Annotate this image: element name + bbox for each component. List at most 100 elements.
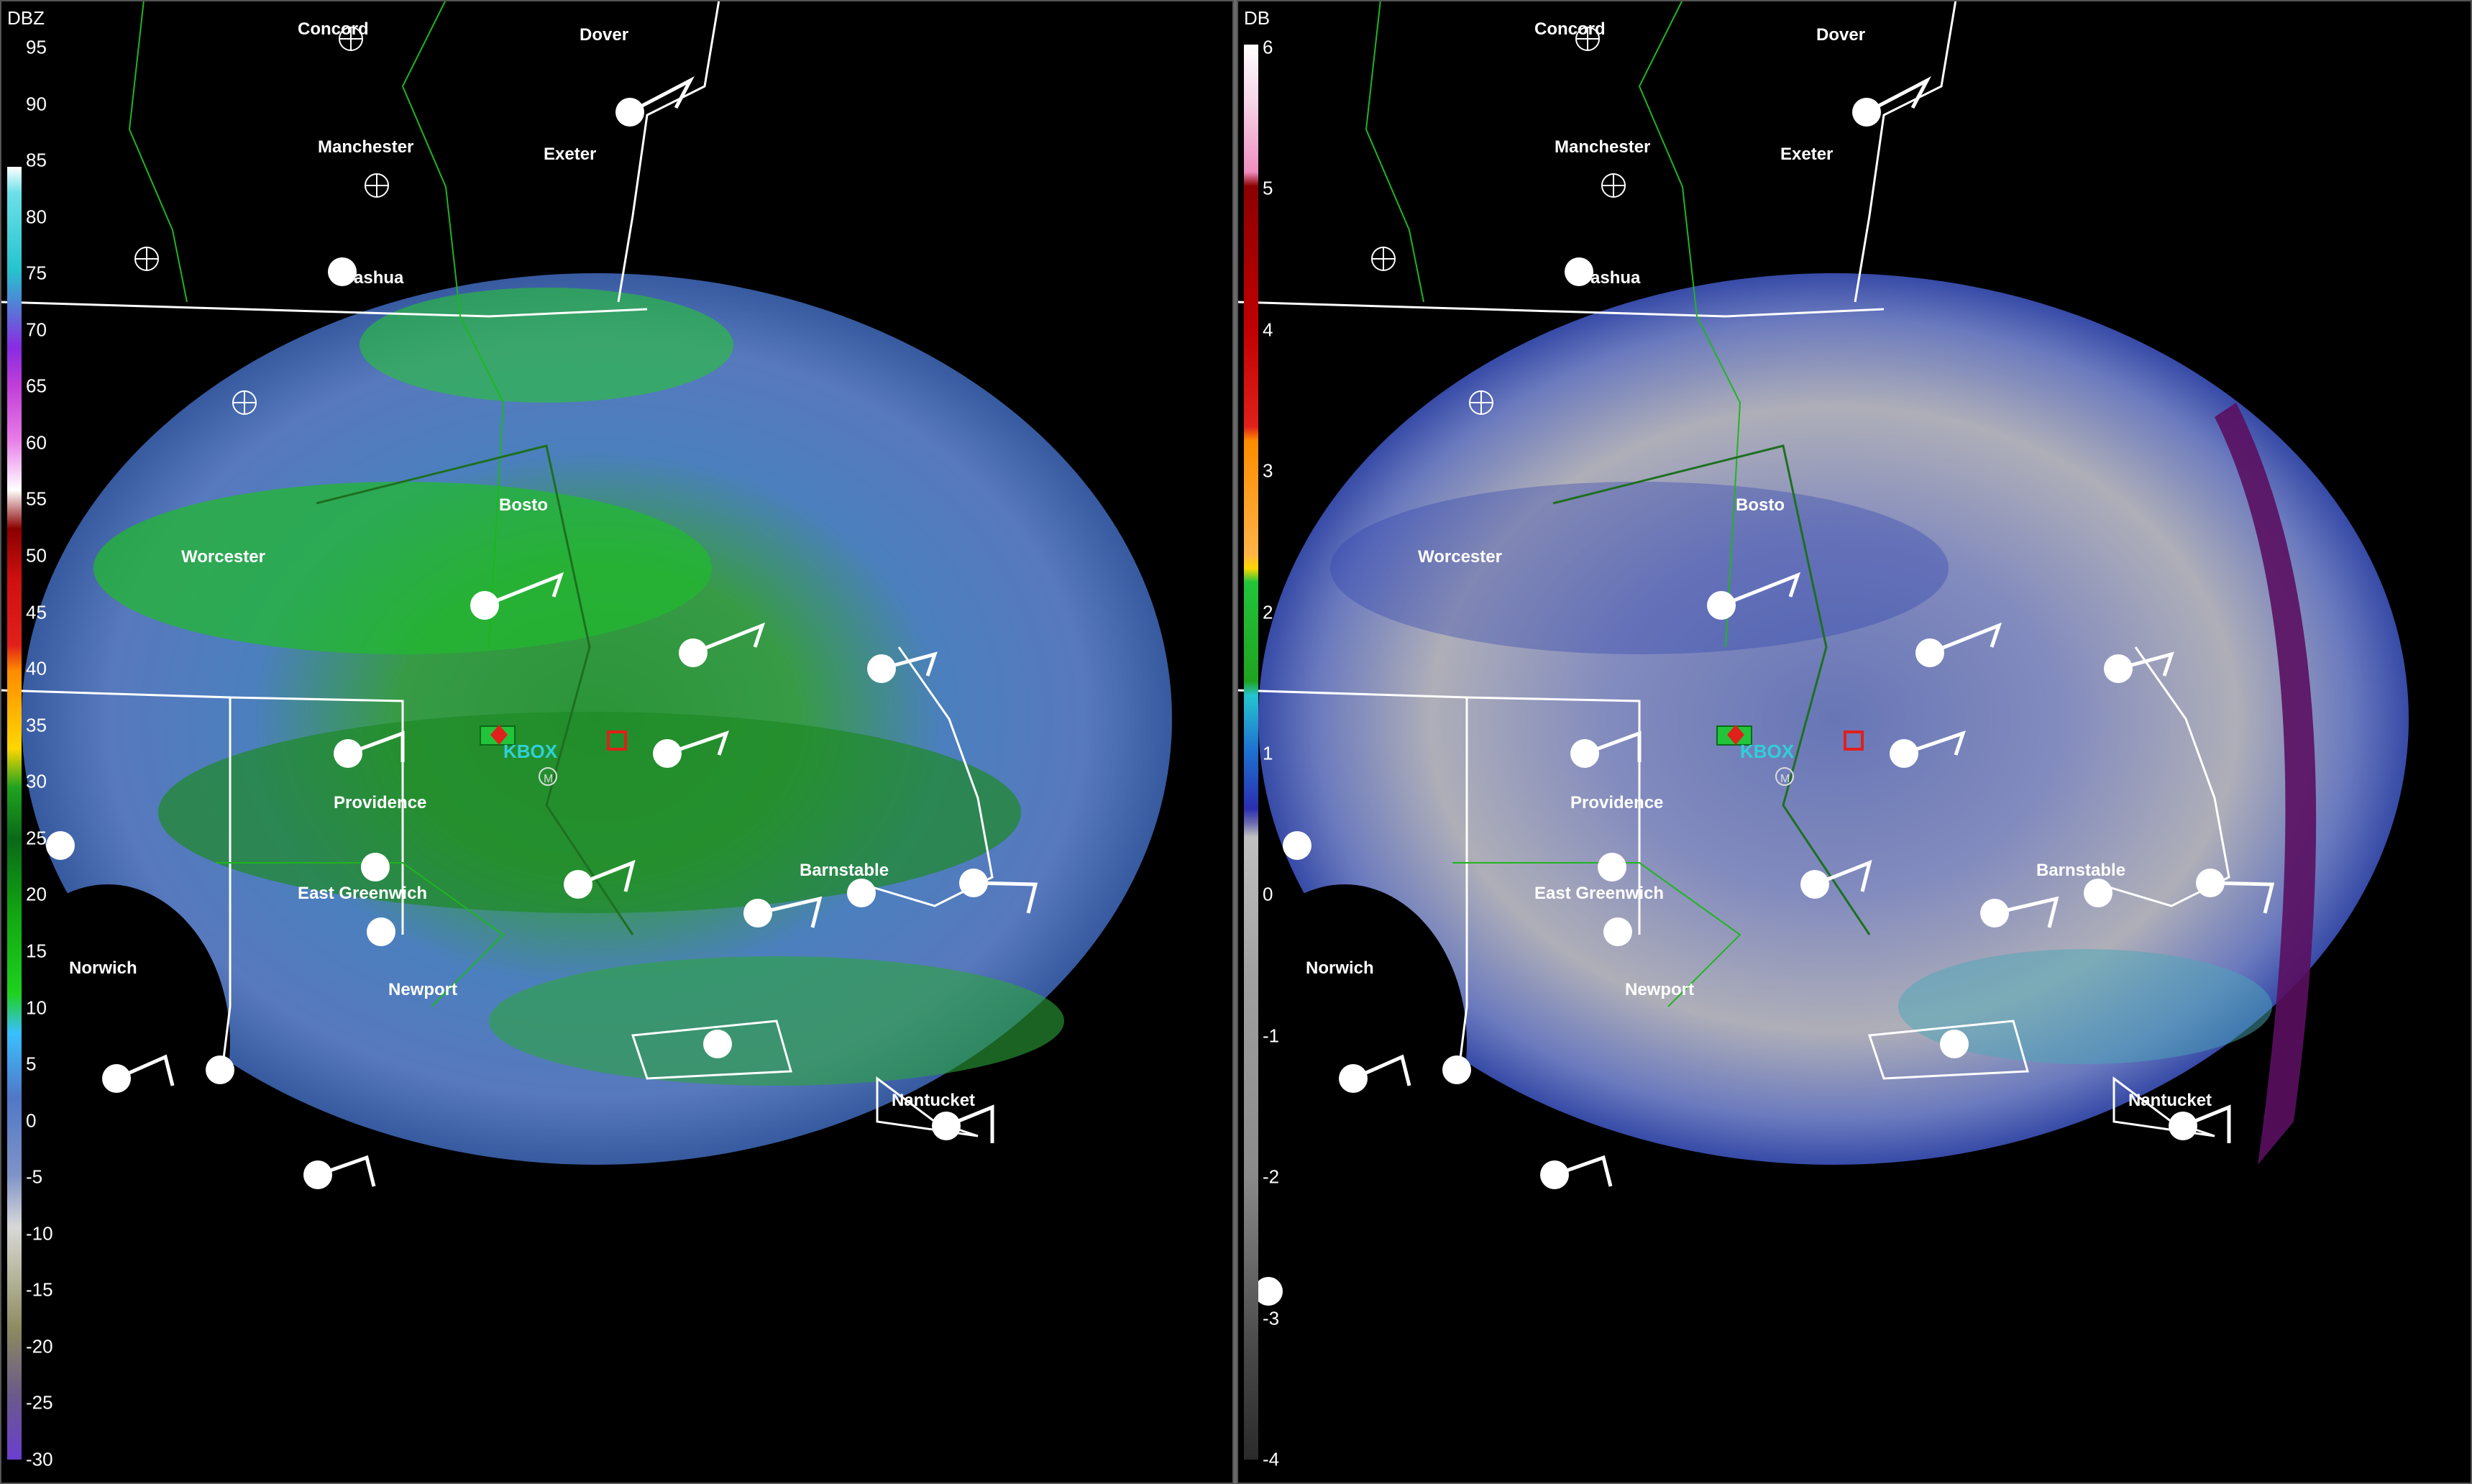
wind-barbs <box>115 76 1038 1187</box>
m-marker-label: M <box>1780 773 1790 785</box>
legend-tick-label: 0 <box>1263 883 1273 905</box>
city-label-barnstable: Barnstable <box>800 861 889 880</box>
coastline <box>1854 0 1957 303</box>
echo-band <box>1898 949 2272 1064</box>
legend-tick-label: 2 <box>1263 601 1273 623</box>
wind-barb <box>881 651 938 677</box>
echo-band <box>1330 482 1949 654</box>
wind-barb <box>1554 1155 1613 1187</box>
radar-diamond-icon <box>490 725 508 745</box>
coastline <box>2099 646 2230 907</box>
island-outline <box>1867 1020 2029 1080</box>
reflectivity-map[interactable]: KBOX M Concord Dover Manchester Exeter a… <box>0 0 1234 1484</box>
legend-tick-label: 3 <box>1263 459 1273 482</box>
reflectivity-panel[interactable]: KBOX M Concord Dover Manchester Exeter a… <box>0 0 1234 1484</box>
county-border <box>1452 862 1741 1007</box>
wind-barb <box>667 730 729 756</box>
zdr-panel[interactable]: KBOX M Concord Dover Manchester Exeter a… <box>1237 0 2472 1484</box>
purple-arc-region <box>2215 403 2317 1165</box>
legend-tick-label: 50 <box>26 544 47 567</box>
legend-tick-label: 5 <box>1263 177 1273 199</box>
no-echo-region <box>1237 1222 2472 1484</box>
dbz-color-scale <box>7 167 22 1460</box>
state-border <box>0 301 648 318</box>
state-border <box>229 696 404 935</box>
legend-tick-label: 60 <box>26 431 47 454</box>
panel-divider[interactable] <box>1234 0 1237 1484</box>
legend-tick-label: 10 <box>26 997 47 1019</box>
city-label-newport: Newport <box>388 980 457 999</box>
legend-tick-label: 25 <box>26 827 47 849</box>
wind-barb <box>2182 1104 2231 1143</box>
crosshair-icons <box>1371 27 1626 415</box>
legend-tick-label: 35 <box>26 714 47 736</box>
legend-tick-label: 95 <box>26 36 47 58</box>
wind-barb <box>973 881 1038 914</box>
station-dot <box>703 1030 732 1058</box>
wind-barb <box>628 76 695 114</box>
city-label-exeter: Exeter <box>544 145 596 164</box>
wind-barb <box>2210 881 2275 914</box>
legend-tick-label: 40 <box>26 657 47 679</box>
station-dot <box>46 831 75 860</box>
legend-tick-label: -20 <box>26 1335 53 1357</box>
city-label-norwich: Norwich <box>1306 958 1374 978</box>
legend-tick-label: 15 <box>26 940 47 962</box>
legend-title: DB <box>1244 7 1271 29</box>
island-outline <box>876 1076 979 1137</box>
legend-title: DBZ <box>7 7 45 29</box>
coastline <box>617 0 720 303</box>
legend-tick-label: -1 <box>1263 1025 1280 1047</box>
square-marker-icon <box>607 730 627 751</box>
wind-barb <box>1929 622 2002 655</box>
city-label-newport: Newport <box>1625 980 1694 999</box>
station-dot <box>1603 917 1632 946</box>
county-border <box>401 0 505 648</box>
legend-tick-label: -30 <box>26 1448 53 1470</box>
wind-barb <box>484 572 564 608</box>
legend-tick-label: 75 <box>26 262 47 284</box>
station-dot <box>367 917 395 946</box>
legend-tick-label: 55 <box>26 487 47 510</box>
city-label-norwich: Norwich <box>69 958 137 978</box>
legend-tick-label: 20 <box>26 883 47 905</box>
wind-barb <box>692 622 766 655</box>
wind-barbs <box>1352 76 2275 1187</box>
legend-tick-label: 65 <box>26 375 47 397</box>
station-dot <box>1283 831 1311 860</box>
legend-tick-label: -4 <box>1263 1448 1280 1470</box>
legend-tick-label: -3 <box>1263 1307 1280 1329</box>
legend-tick-label: 45 <box>26 601 47 623</box>
legend-tick-label: 70 <box>26 319 47 341</box>
no-echo-region <box>1452 93 2315 266</box>
city-label-concord: Concord <box>298 19 369 39</box>
zdr-map[interactable]: KBOX M Concord Dover Manchester Exeter a… <box>1237 0 2472 1484</box>
wind-barb <box>1903 730 1966 756</box>
island-outline <box>2112 1076 2215 1137</box>
square-marker-icon <box>1844 730 1864 751</box>
station-dot <box>1940 1030 1969 1058</box>
wind-barb <box>115 1054 175 1086</box>
radar-site-label: KBOX <box>503 741 558 762</box>
city-label-exeter: Exeter <box>1780 145 1833 164</box>
legend-tick-label: 80 <box>26 206 47 228</box>
radar-site-label: KBOX <box>1740 741 1795 762</box>
wind-barb <box>946 1104 994 1143</box>
no-echo-region <box>1237 884 1467 1201</box>
m-marker-icon <box>539 767 557 786</box>
city-label-nashua: ashua <box>354 268 404 288</box>
island-outline <box>631 1020 792 1080</box>
db-color-scale <box>1244 45 1258 1460</box>
legend-tick-label: 5 <box>26 1053 37 1075</box>
m-marker-icon <box>1775 767 1794 786</box>
city-label-barnstable: Barnstable <box>2036 861 2125 880</box>
city-label-boston: Bosto <box>1736 495 1785 515</box>
legend-tick-label: -10 <box>26 1222 53 1245</box>
city-label-nashua: ashua <box>1590 268 1641 288</box>
no-echo-region <box>216 93 1079 266</box>
m-marker-label: M <box>544 773 553 785</box>
station-dot <box>1565 257 1593 286</box>
station-dot <box>2084 879 2112 907</box>
coastline <box>862 646 994 907</box>
wind-barb <box>1584 730 1642 762</box>
